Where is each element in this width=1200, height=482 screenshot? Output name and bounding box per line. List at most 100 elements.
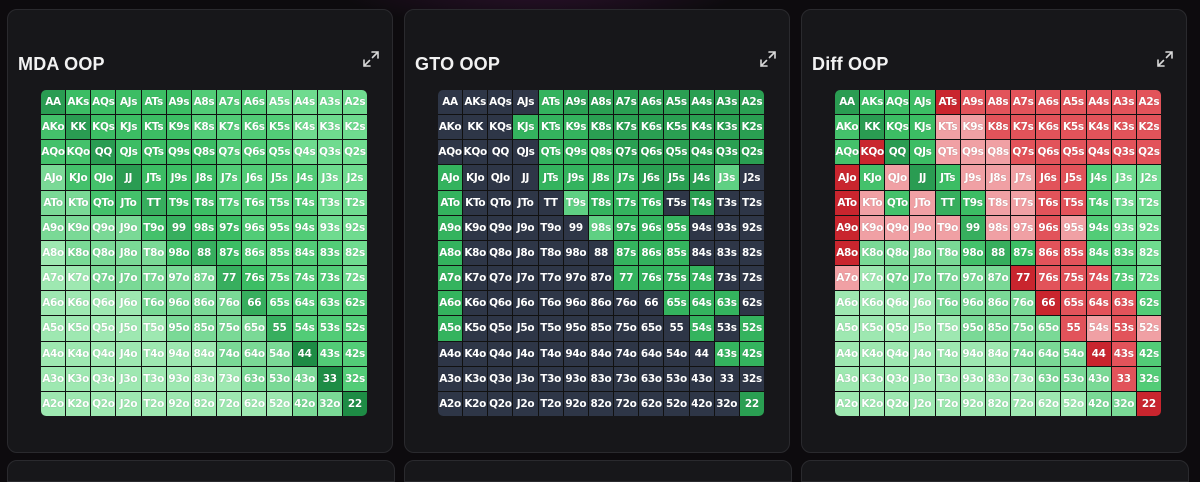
- hand-cell-32o[interactable]: 32o: [714, 391, 739, 416]
- expand-icon[interactable]: [362, 50, 380, 68]
- hand-cell-82o[interactable]: 82o: [985, 391, 1011, 416]
- hand-cell-76s[interactable]: 76s: [1036, 266, 1061, 291]
- hand-cell-73s[interactable]: 73s: [1111, 266, 1136, 291]
- hand-cell-92s[interactable]: 92s: [342, 215, 367, 240]
- hand-cell-J4o[interactable]: J4o: [513, 341, 538, 366]
- expand-icon[interactable]: [1156, 50, 1174, 68]
- hand-cell-KJs[interactable]: KJs: [910, 115, 935, 140]
- hand-cell-T2s[interactable]: T2s: [342, 190, 367, 215]
- hand-cell-A2s[interactable]: A2s: [739, 90, 764, 115]
- hand-cell-Q8o[interactable]: Q8o: [91, 240, 116, 266]
- hand-cell-A5o[interactable]: A5o: [438, 316, 463, 341]
- hand-cell-J4s[interactable]: J4s: [1086, 165, 1111, 190]
- hand-cell-Q3s[interactable]: Q3s: [317, 140, 342, 165]
- hand-cell-JTs[interactable]: JTs: [141, 165, 166, 190]
- hand-cell-Q5s[interactable]: Q5s: [1061, 140, 1086, 165]
- hand-cell-J6s[interactable]: J6s: [242, 165, 267, 190]
- hand-cell-42s[interactable]: 42s: [342, 341, 367, 366]
- hand-cell-92s[interactable]: 92s: [739, 215, 764, 240]
- hand-cell-J8o[interactable]: J8o: [910, 240, 935, 266]
- hand-cell-73o[interactable]: 73o: [1011, 366, 1036, 391]
- hand-cell-K3s[interactable]: K3s: [1111, 115, 1136, 140]
- hand-cell-72s[interactable]: 72s: [1136, 266, 1161, 291]
- hand-cell-A2s[interactable]: A2s: [1136, 90, 1161, 115]
- hand-cell-QTo[interactable]: QTo: [488, 190, 513, 215]
- hand-cell-K5s[interactable]: K5s: [664, 115, 689, 140]
- hand-cell-52o[interactable]: 52o: [267, 391, 292, 416]
- hand-cell-94s[interactable]: 94s: [689, 215, 714, 240]
- hand-cell-Q4s[interactable]: Q4s: [689, 140, 714, 165]
- hand-cell-JJ[interactable]: JJ: [910, 165, 935, 190]
- hand-cell-83s[interactable]: 83s: [1111, 240, 1136, 266]
- hand-cell-93s[interactable]: 93s: [317, 215, 342, 240]
- hand-cell-K6s[interactable]: K6s: [639, 115, 664, 140]
- hand-cell-J2o[interactable]: J2o: [116, 391, 141, 416]
- hand-cell-J9o[interactable]: J9o: [116, 215, 141, 240]
- hand-cell-J4o[interactable]: J4o: [910, 341, 935, 366]
- hand-cell-Q6o[interactable]: Q6o: [91, 291, 116, 316]
- hand-cell-95s[interactable]: 95s: [664, 215, 689, 240]
- hand-cell-KJo[interactable]: KJo: [463, 165, 488, 190]
- hand-cell-53o[interactable]: 53o: [267, 366, 292, 391]
- hand-cell-55[interactable]: 55: [664, 316, 689, 341]
- hand-cell-84s[interactable]: 84s: [1086, 240, 1111, 266]
- hand-cell-95s[interactable]: 95s: [1061, 215, 1086, 240]
- hand-cell-QQ[interactable]: QQ: [91, 140, 116, 165]
- hand-cell-ATo[interactable]: ATo: [41, 190, 66, 215]
- hand-cell-88[interactable]: 88: [191, 240, 217, 266]
- hand-cell-A8s[interactable]: A8s: [588, 90, 614, 115]
- hand-cell-Q7o[interactable]: Q7o: [885, 266, 910, 291]
- hand-cell-62o[interactable]: 62o: [1036, 391, 1061, 416]
- hand-cell-65o[interactable]: 65o: [242, 316, 267, 341]
- hand-cell-96s[interactable]: 96s: [1036, 215, 1061, 240]
- hand-cell-JTo[interactable]: JTo: [910, 190, 935, 215]
- hand-cell-JTs[interactable]: JTs: [538, 165, 563, 190]
- hand-cell-A9o[interactable]: A9o: [835, 215, 860, 240]
- hand-cell-KK[interactable]: KK: [463, 115, 488, 140]
- hand-cell-42s[interactable]: 42s: [1136, 341, 1161, 366]
- hand-cell-ATs[interactable]: ATs: [141, 90, 166, 115]
- hand-cell-A8s[interactable]: A8s: [985, 90, 1011, 115]
- hand-cell-T6o[interactable]: T6o: [538, 291, 563, 316]
- hand-cell-97o[interactable]: 97o: [166, 266, 191, 291]
- hand-cell-Q4o[interactable]: Q4o: [488, 341, 513, 366]
- hand-cell-77[interactable]: 77: [1011, 266, 1036, 291]
- hand-cell-T6s[interactable]: T6s: [242, 190, 267, 215]
- hand-cell-QJs[interactable]: QJs: [116, 140, 141, 165]
- hand-cell-K4s[interactable]: K4s: [689, 115, 714, 140]
- hand-cell-33[interactable]: 33: [317, 366, 342, 391]
- hand-cell-J8o[interactable]: J8o: [513, 240, 538, 266]
- hand-cell-J5s[interactable]: J5s: [1061, 165, 1086, 190]
- hand-cell-Q6s[interactable]: Q6s: [242, 140, 267, 165]
- hand-cell-AQs[interactable]: AQs: [91, 90, 116, 115]
- hand-cell-T2s[interactable]: T2s: [1136, 190, 1161, 215]
- hand-cell-Q9s[interactable]: Q9s: [166, 140, 191, 165]
- hand-cell-QJo[interactable]: QJo: [91, 165, 116, 190]
- hand-cell-86o[interactable]: 86o: [588, 291, 614, 316]
- hand-cell-52s[interactable]: 52s: [1136, 316, 1161, 341]
- hand-cell-AJs[interactable]: AJs: [910, 90, 935, 115]
- hand-cell-A4o[interactable]: A4o: [41, 341, 66, 366]
- hand-cell-J7o[interactable]: J7o: [513, 266, 538, 291]
- hand-cell-76o[interactable]: 76o: [217, 291, 242, 316]
- hand-cell-A8s[interactable]: A8s: [191, 90, 217, 115]
- hand-cell-A3s[interactable]: A3s: [317, 90, 342, 115]
- hand-cell-J2o[interactable]: J2o: [910, 391, 935, 416]
- hand-cell-76s[interactable]: 76s: [242, 266, 267, 291]
- hand-cell-T9s[interactable]: T9s: [166, 190, 191, 215]
- hand-cell-55[interactable]: 55: [1061, 316, 1086, 341]
- hand-cell-K7s[interactable]: K7s: [1011, 115, 1036, 140]
- hand-cell-74s[interactable]: 74s: [1086, 266, 1111, 291]
- hand-cell-87o[interactable]: 87o: [985, 266, 1011, 291]
- hand-cell-Q5s[interactable]: Q5s: [267, 140, 292, 165]
- hand-cell-92o[interactable]: 92o: [166, 391, 191, 416]
- hand-cell-Q7s[interactable]: Q7s: [1011, 140, 1036, 165]
- hand-cell-K8s[interactable]: K8s: [588, 115, 614, 140]
- hand-cell-55[interactable]: 55: [267, 316, 292, 341]
- hand-cell-Q4s[interactable]: Q4s: [1086, 140, 1111, 165]
- hand-cell-75o[interactable]: 75o: [614, 316, 639, 341]
- hand-cell-44[interactable]: 44: [1086, 341, 1111, 366]
- hand-cell-75o[interactable]: 75o: [217, 316, 242, 341]
- hand-cell-Q7s[interactable]: Q7s: [217, 140, 242, 165]
- hand-cell-52o[interactable]: 52o: [1061, 391, 1086, 416]
